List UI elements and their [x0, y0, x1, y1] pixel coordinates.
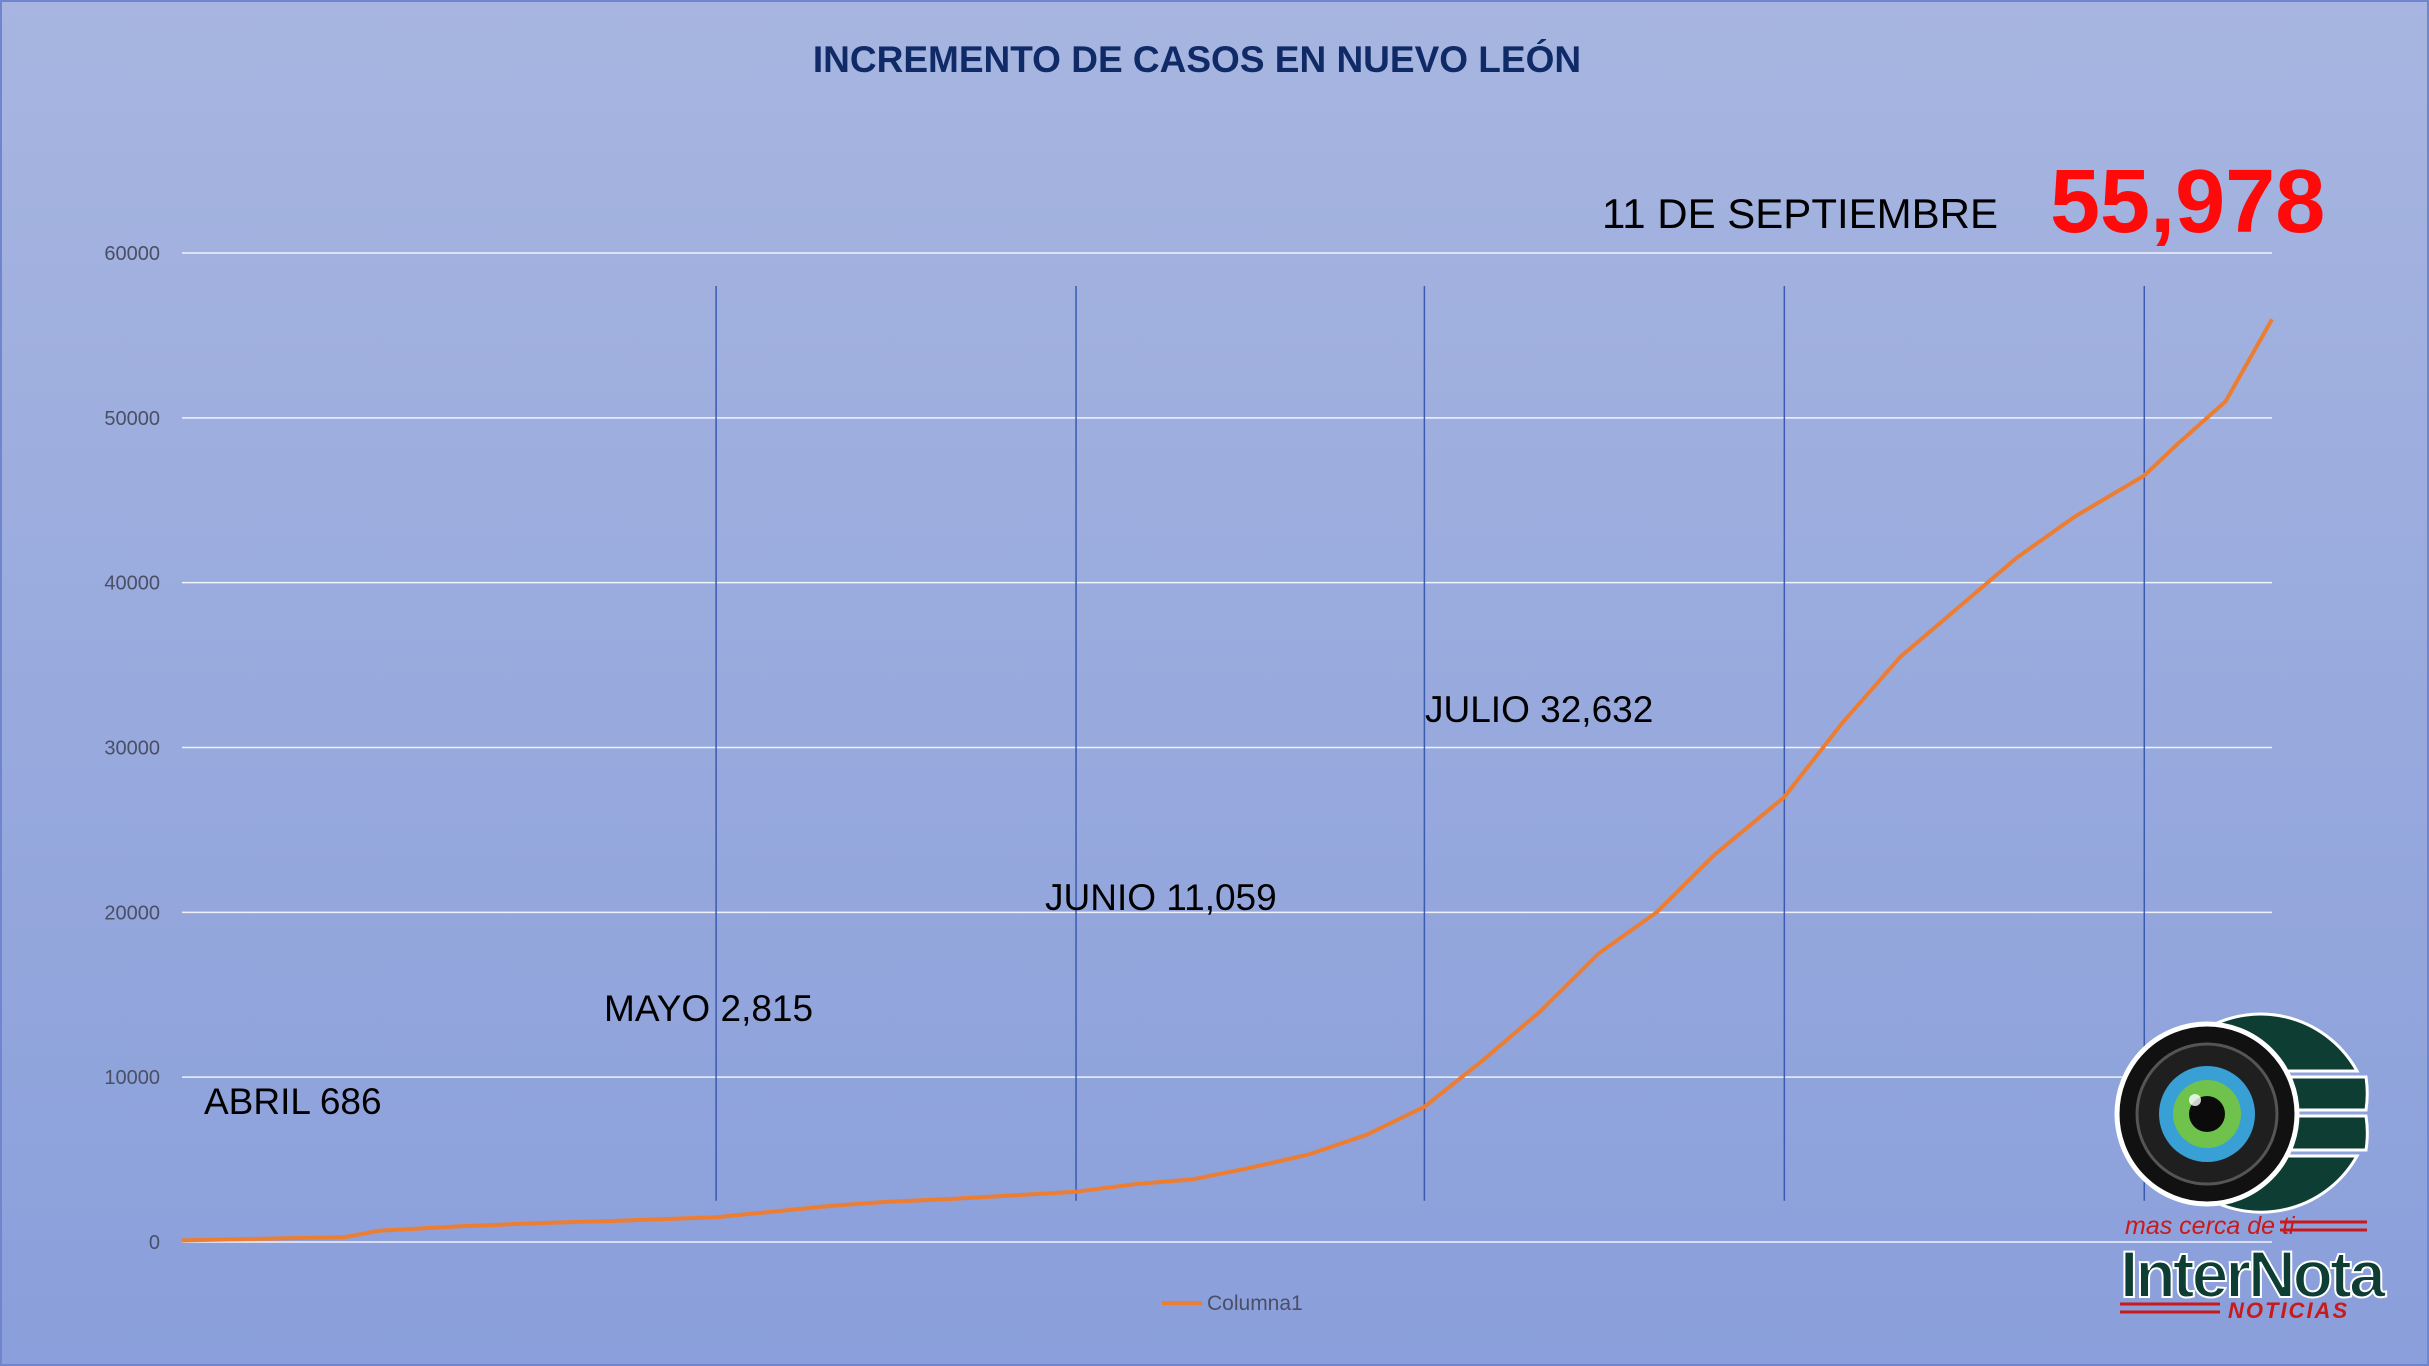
legend-label: Columna1	[1207, 1292, 1303, 1315]
y-axis-ticks: 0 10000 20000 30000 40000 50000 60000	[104, 243, 160, 1254]
month-markers	[715, 285, 2146, 1201]
y-tick-label: 30000	[104, 738, 160, 760]
series-line-columna1	[181, 318, 2274, 1243]
y-tick-label: 10000	[104, 1067, 160, 1089]
internota-logo: mas cerca de ti InterNota NOTICIAS	[2114, 1012, 2391, 1323]
y-tick-label: 0	[149, 1232, 160, 1254]
logo-slogan: mas cerca de ti	[2125, 1212, 2296, 1240]
y-tick-label: 50000	[104, 408, 160, 430]
series-layer	[181, 318, 2274, 1243]
annotation-junio: JUNIO 11,059	[1045, 877, 1277, 918]
annotation-date: 11 DE SEPTIEMBRE	[1602, 190, 1998, 237]
chart-title: INCREMENTO DE CASOS EN NUEVO LEÓN	[813, 38, 1581, 80]
annotation-abril: ABRIL 686	[204, 1081, 382, 1122]
annotation-mayo: MAYO 2,815	[604, 988, 813, 1029]
logo-name: InterNota	[2120, 1237, 2387, 1311]
y-tick-label: 20000	[104, 902, 160, 924]
logo-subtitle: NOTICIAS	[2228, 1298, 2349, 1323]
y-tick-label: 40000	[104, 573, 160, 595]
legend: Columna1	[1162, 1292, 1303, 1315]
annotation-total: 55,978	[2050, 152, 2325, 252]
annotation-julio: JULIO 32,632	[1425, 689, 1653, 730]
y-tick-label: 60000	[104, 243, 160, 265]
camera-lens-icon	[2114, 1021, 2300, 1207]
gridlines	[182, 252, 2272, 1243]
